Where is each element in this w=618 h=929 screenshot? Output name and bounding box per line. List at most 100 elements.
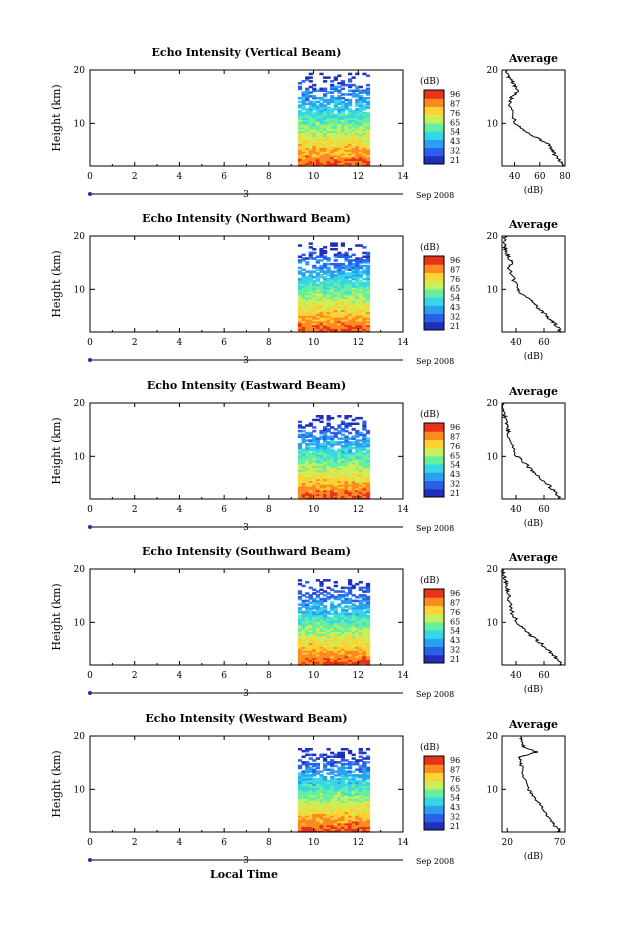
heatmap-cell — [337, 616, 342, 619]
heatmap-cell — [344, 93, 349, 96]
heatmap-cell — [315, 792, 320, 796]
heatmap-cell — [351, 663, 356, 666]
heatmap-cell — [330, 300, 335, 303]
heatmap-cell — [305, 633, 310, 636]
heatmap-cell — [319, 487, 324, 491]
heatmap-cell — [315, 151, 320, 154]
heatmap-cell — [348, 283, 353, 286]
profile-x-tick-label: 20 — [502, 838, 514, 848]
heatmap-cell — [301, 124, 306, 128]
heatmap-cell — [358, 633, 363, 636]
heatmap-cell — [355, 640, 360, 644]
heatmap-cell — [312, 287, 317, 290]
heatmap-cell — [326, 478, 331, 481]
heatmap-cell — [344, 614, 349, 618]
heatmap-cell — [340, 607, 345, 610]
heatmap-cell — [355, 813, 360, 816]
heatmap-cell — [344, 594, 349, 597]
heatmap-cell — [358, 822, 363, 826]
heatmap-cell — [362, 493, 367, 496]
heatmap-cell — [340, 474, 345, 478]
heatmap-cell — [344, 776, 349, 779]
heatmap-cell — [351, 661, 356, 664]
heatmap-cell — [319, 471, 324, 474]
heatmap-cell — [301, 317, 306, 320]
heatmap-cell — [323, 262, 328, 266]
heatmap-cell — [365, 96, 371, 100]
heatmap-cell — [330, 646, 335, 649]
heatmap-cell — [365, 298, 371, 301]
heatmap-cell — [348, 124, 353, 128]
heatmap-cell — [348, 415, 353, 418]
heatmap-cell — [323, 766, 328, 770]
heatmap-cell — [333, 160, 338, 163]
heatmap-cell — [333, 102, 338, 105]
heatmap-cell — [358, 305, 363, 309]
heatmap-cell — [301, 91, 306, 94]
heatmap-cell — [348, 108, 353, 111]
heatmap-cell — [319, 785, 324, 788]
profile-frame — [501, 735, 566, 833]
heatmap-cell — [326, 650, 331, 653]
heatmap-cell — [323, 119, 328, 122]
heatmap-cell — [308, 322, 313, 326]
heatmap-cell — [358, 620, 363, 623]
heatmap-cell — [326, 136, 331, 139]
heatmap-cell — [333, 640, 338, 644]
heatmap-cell — [319, 328, 324, 331]
heatmap-cell — [305, 599, 310, 603]
heatmap-cell — [301, 659, 306, 662]
heatmap-cell — [340, 796, 345, 799]
heatmap-cell — [351, 809, 356, 813]
heatmap-cell — [362, 330, 367, 333]
x-tick-label: 14 — [397, 338, 409, 348]
heatmap-cell — [362, 132, 367, 135]
heatmap-cell — [348, 491, 353, 494]
heatmap-cell — [323, 776, 328, 779]
heatmap-cell — [305, 289, 310, 292]
heatmap-cell — [305, 307, 310, 311]
heatmap-cell — [315, 805, 320, 809]
profile-line — [517, 735, 561, 833]
heatmap-cell — [337, 828, 342, 831]
heatmap-cell — [362, 287, 367, 290]
heatmap-cell — [301, 787, 306, 790]
heatmap-cell — [323, 493, 328, 496]
heatmap-cell — [330, 283, 335, 286]
heatmap-cell — [365, 102, 371, 105]
heatmap-cell — [348, 761, 353, 764]
heatmap-cell — [355, 452, 360, 455]
heatmap-cell — [348, 638, 353, 642]
heatmap-cell — [365, 818, 371, 822]
heatmap-cell — [330, 633, 335, 636]
heatmap-cell — [333, 774, 338, 777]
heatmap-cell — [312, 642, 317, 646]
heatmap-cell — [301, 123, 306, 126]
heatmap-cell — [323, 130, 328, 133]
heatmap-cell — [337, 817, 342, 820]
heatmap-cell — [340, 614, 345, 618]
heatmap-cell — [337, 790, 342, 794]
heatmap-cell — [340, 465, 345, 468]
heatmap-cell — [301, 802, 306, 805]
heatmap-cell — [337, 145, 342, 148]
heatmap-cell — [319, 461, 324, 465]
heatmap-cell — [319, 113, 324, 117]
profile-title: Average — [508, 52, 558, 65]
heatmap-cell — [315, 465, 320, 468]
heatmap-cell — [333, 253, 338, 257]
heatmap-cell — [333, 264, 338, 268]
heatmap-cell — [308, 456, 313, 459]
heatmap-cell — [365, 164, 371, 167]
heatmap-cell — [365, 616, 371, 619]
heatmap-cell — [308, 815, 313, 818]
heatmap-cell — [326, 762, 331, 766]
heatmap-cell — [362, 141, 367, 145]
heatmap-cell — [348, 476, 353, 480]
heatmap-cell — [315, 655, 320, 659]
heatmap-cell — [297, 304, 303, 307]
heatmap-cell — [330, 439, 335, 442]
heatmap-cell — [315, 259, 320, 262]
heatmap-cell — [348, 487, 353, 491]
